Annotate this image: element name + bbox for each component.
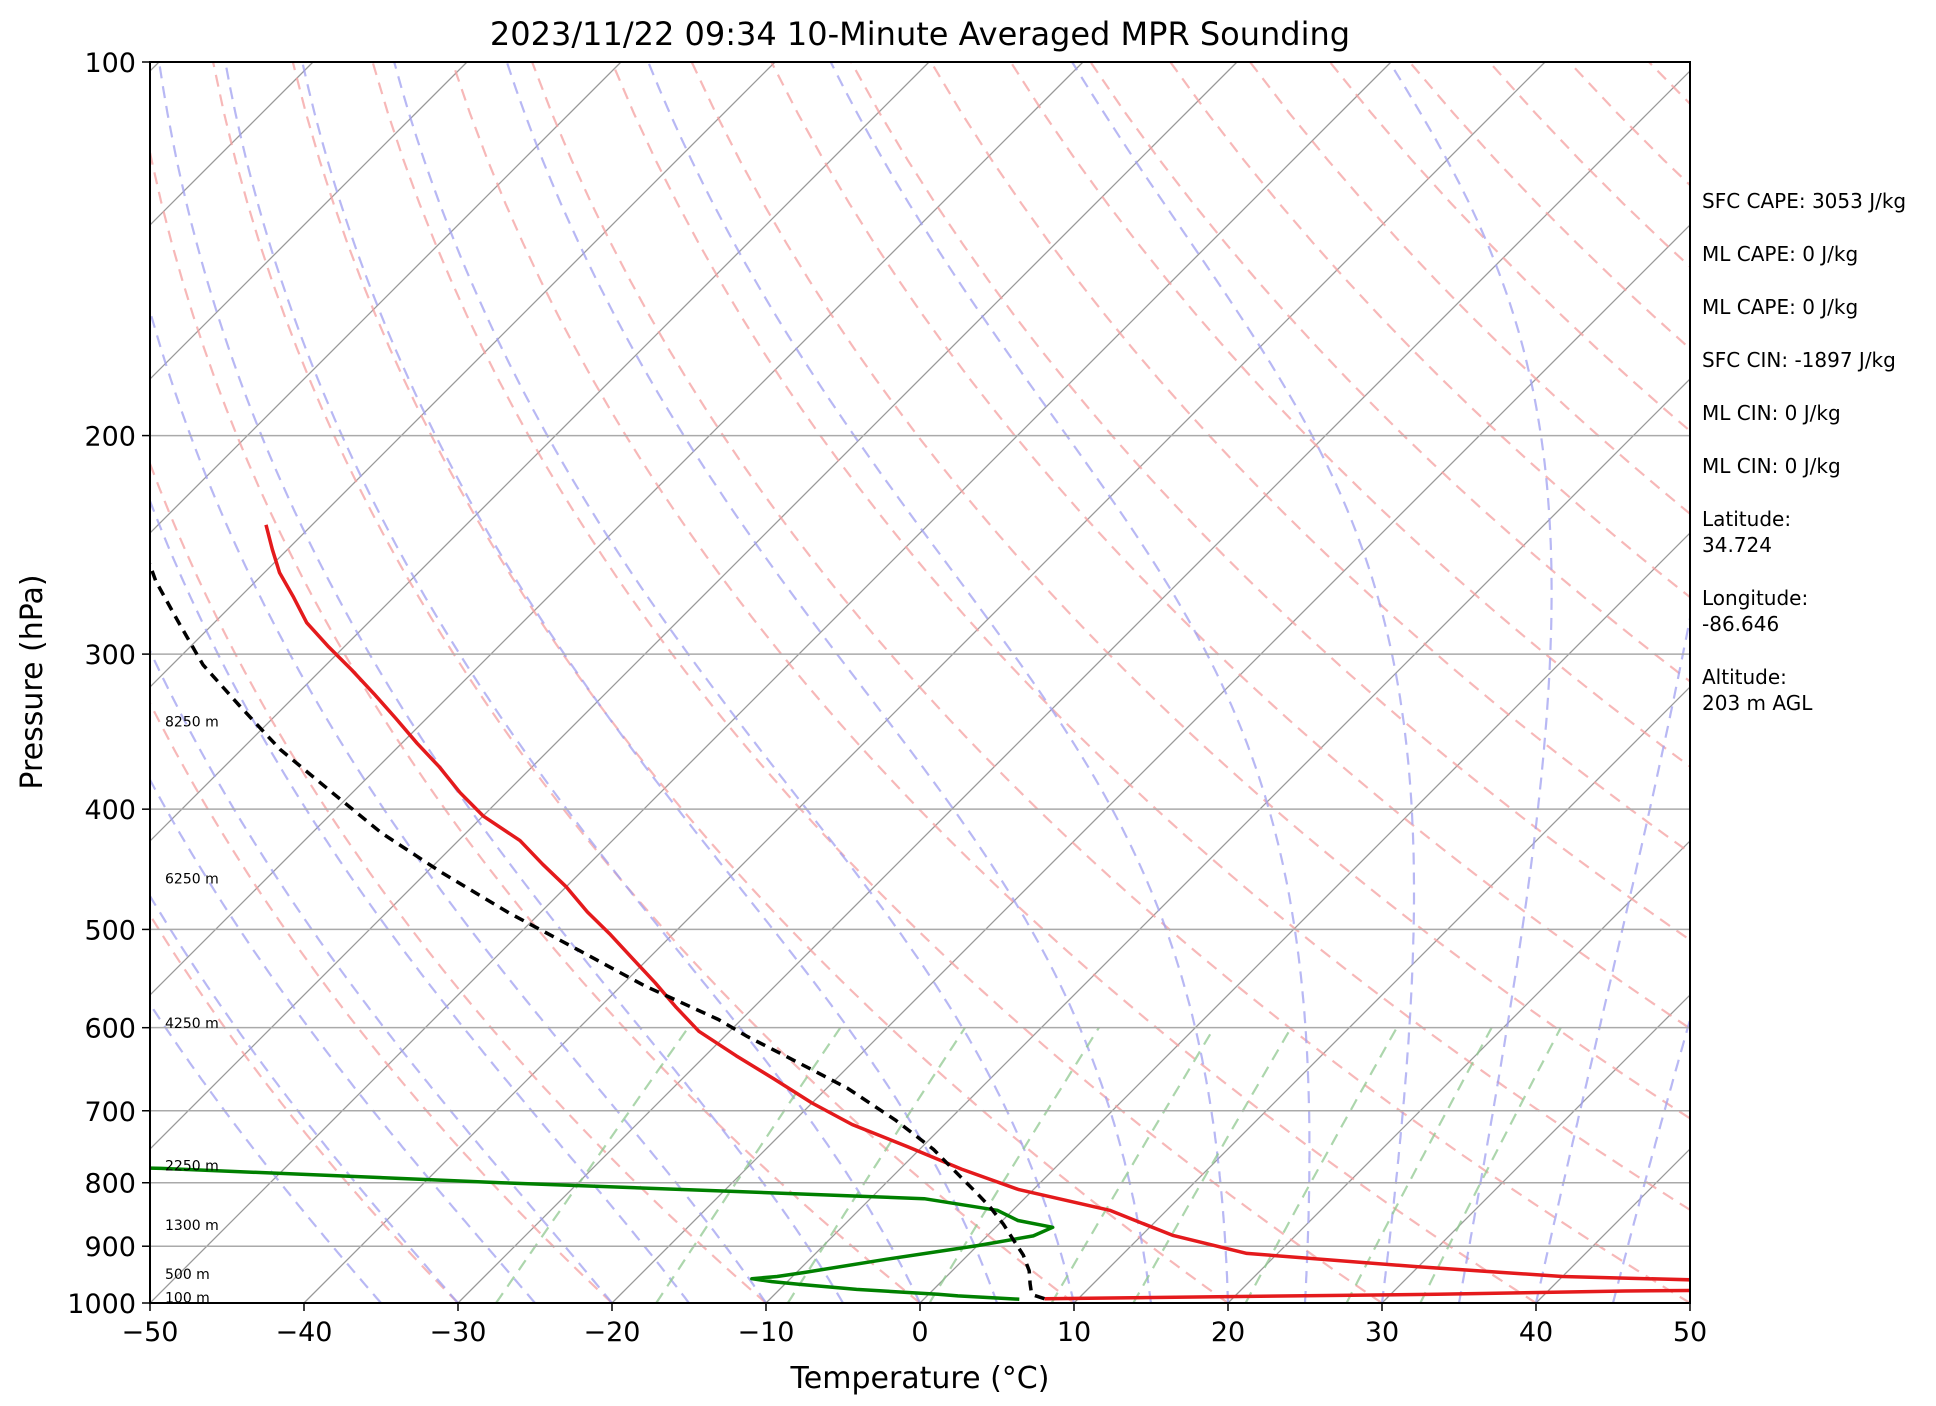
dry-adiabat-line xyxy=(150,146,921,1303)
longitude-text: Longitude: -86.646 xyxy=(1702,586,1809,636)
x-tick-label: 20 xyxy=(1211,1317,1245,1348)
dry-adiabat-line xyxy=(1169,62,1690,599)
moist-adiabat-line xyxy=(505,62,1153,1303)
moist-adiabat-line xyxy=(647,62,1230,1303)
dry-adiabat-line xyxy=(150,460,767,1303)
isotherm-line xyxy=(1381,994,1690,1303)
x-tick-label: 10 xyxy=(1057,1317,1091,1348)
dry-adiabat-line xyxy=(150,913,459,1303)
dry-adiabat-line xyxy=(212,62,1075,1303)
dry-adiabat-line xyxy=(531,62,1690,1303)
isotherm-line xyxy=(1073,686,1690,1303)
moist-adiabat-line xyxy=(150,307,767,1303)
y-tick-label: 600 xyxy=(84,1014,136,1045)
y-axis-ticks: 100 200 300 400 500 600 700 800 900 1000 xyxy=(67,48,150,1320)
x-axis-ticks: −50 −40 −30 −20 −10 0 10 20 30 40 50 xyxy=(122,1303,1707,1348)
sounding-info-panel: SFC CAPE: 3053 J/kg ML CAPE: 0 J/kg ML C… xyxy=(1702,188,1927,743)
isotherm-line xyxy=(150,62,622,534)
isotherm-line xyxy=(150,62,1392,1303)
isotherm-line xyxy=(1227,840,1690,1303)
dry-adiabat-line xyxy=(371,62,1383,1303)
temperature-profile-line xyxy=(264,524,1690,1301)
isotherm-line xyxy=(150,62,468,380)
moist-adiabat-line xyxy=(1534,612,1690,1303)
moist-adiabat-line xyxy=(158,62,844,1303)
ml-cape-text: ML CAPE: 0 J/kg xyxy=(1702,295,1859,319)
moist-adiabat-line xyxy=(829,62,1311,1303)
sounding-profiles xyxy=(150,524,1690,1301)
y-tick-label: 900 xyxy=(84,1232,136,1263)
sfc-cin-text: SFC CIN: -1897 J/kg xyxy=(1702,348,1896,372)
moist-adiabat-line xyxy=(1611,1015,1690,1303)
isotherm-line xyxy=(457,70,1690,1303)
isotherm-line xyxy=(919,532,1690,1303)
mixing-ratio-line xyxy=(1419,1027,1562,1303)
dry-adiabat-line xyxy=(770,62,1690,1030)
height-labels: 100 m 500 m 1300 m 2250 m 4250 m 6250 m 8250 m xyxy=(165,715,219,1307)
mixing-ratio-line xyxy=(1244,1027,1398,1303)
x-tick-label: −40 xyxy=(276,1317,333,1348)
ml-cape-text: ML CAPE: 0 J/kg xyxy=(1702,242,1859,266)
dry-adiabat-line xyxy=(291,62,1229,1303)
x-tick-label: 40 xyxy=(1519,1317,1553,1348)
y-tick-label: 400 xyxy=(84,795,136,826)
x-tick-label: 0 xyxy=(911,1317,928,1348)
ml-cin-text: ML CIN: 0 J/kg xyxy=(1702,454,1841,478)
dry-adiabat-line xyxy=(1089,62,1690,683)
sfc-cape-text: SFC CAPE: 3053 J/kg xyxy=(1702,189,1907,213)
y-tick-label: 700 xyxy=(84,1097,136,1128)
dewpoint-profile-line xyxy=(150,1166,1055,1301)
mixing-ratio-line xyxy=(1050,1027,1216,1303)
isotherm-line xyxy=(150,62,1238,1150)
height-label: 6250 m xyxy=(165,872,219,888)
mixing-ratio-line xyxy=(1132,1027,1293,1303)
height-label: 500 m xyxy=(165,1267,210,1283)
background-reference-lines xyxy=(150,62,1690,1303)
height-label: 2250 m xyxy=(165,1159,219,1175)
x-tick-label: −10 xyxy=(738,1317,795,1348)
dry-adiabat-line xyxy=(610,62,1690,1212)
x-tick-label: −30 xyxy=(430,1317,487,1348)
x-tick-label: 50 xyxy=(1673,1317,1707,1348)
height-label: 100 m xyxy=(165,1291,210,1307)
dry-adiabat-line xyxy=(1009,62,1690,768)
isotherm-line xyxy=(765,378,1690,1303)
y-tick-label: 100 xyxy=(84,48,136,79)
x-axis-label: Temperature (°C) xyxy=(790,1361,1050,1396)
dry-adiabat-line xyxy=(930,62,1690,854)
isotherm-line xyxy=(150,62,930,842)
height-label: 8250 m xyxy=(165,715,219,731)
isotherm-line xyxy=(303,62,1546,1303)
x-tick-label: 30 xyxy=(1365,1317,1399,1348)
moist-adiabat-line xyxy=(1071,62,1416,1303)
altitude-text: Altitude: 203 m AGL xyxy=(1702,665,1813,715)
y-tick-label: 300 xyxy=(84,640,136,671)
dry-adiabat-line xyxy=(451,62,1537,1303)
moist-adiabat-line xyxy=(393,62,1076,1303)
x-tick-label: −50 xyxy=(122,1317,179,1348)
y-tick-label: 1000 xyxy=(67,1289,136,1320)
dry-adiabat-line xyxy=(850,62,1690,942)
moist-adiabat-line xyxy=(1388,62,1553,1303)
isotherm-line xyxy=(150,62,776,688)
mixing-ratio-line xyxy=(1345,1027,1493,1303)
ml-cin-text: ML CIN: 0 J/kg xyxy=(1702,401,1841,425)
height-label: 1300 m xyxy=(165,1218,219,1234)
moist-adiabat-line xyxy=(150,893,459,1303)
chart-title: 2023/11/22 09:34 10-Minute Averaged MPR … xyxy=(490,15,1350,53)
y-tick-label: 500 xyxy=(84,915,136,946)
latitude-text: Latitude: 34.724 xyxy=(1702,507,1792,557)
moist-adiabat-line xyxy=(224,62,921,1303)
y-tick-label: 800 xyxy=(84,1169,136,1200)
y-axis-label: Pressure (hPa) xyxy=(15,574,50,789)
isotherm-line xyxy=(150,62,1084,996)
y-tick-label: 200 xyxy=(84,422,136,453)
x-tick-label: −20 xyxy=(584,1317,641,1348)
height-label: 4250 m xyxy=(165,1016,219,1032)
isotherm-line xyxy=(611,224,1690,1303)
dry-adiabat-line xyxy=(150,700,613,1303)
dry-adiabat-line xyxy=(690,62,1690,1120)
